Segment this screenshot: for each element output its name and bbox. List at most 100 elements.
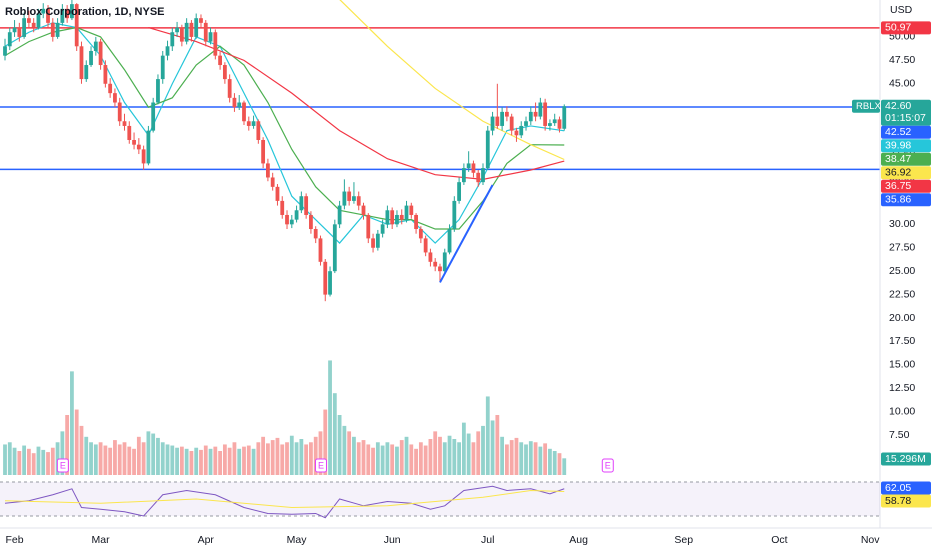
event-marker xyxy=(601,458,614,473)
candle-body xyxy=(266,163,270,178)
volume-bar xyxy=(103,445,108,475)
volume-bar xyxy=(184,448,189,475)
volume-bar xyxy=(476,431,481,475)
volume-bar xyxy=(500,436,505,475)
candle-body xyxy=(285,214,289,225)
rsi-ma-tag: 58.78 xyxy=(885,495,911,507)
volume-bar xyxy=(251,448,256,475)
currency: USD xyxy=(890,4,913,16)
volume-bar xyxy=(79,425,84,475)
volume-bar xyxy=(280,444,285,475)
volume-bar xyxy=(285,442,289,475)
candle-body xyxy=(136,144,141,150)
x-tick-label: Nov xyxy=(861,534,880,546)
candle-body xyxy=(352,196,356,201)
volume-bar xyxy=(36,446,41,475)
candle-body xyxy=(404,205,409,220)
volume-bar xyxy=(385,442,390,475)
candle-body xyxy=(390,210,395,225)
volume-bar xyxy=(371,447,375,475)
candle-body xyxy=(366,214,371,239)
candle-body xyxy=(70,4,74,19)
volume-bar xyxy=(270,440,275,475)
price-tag-box xyxy=(881,166,931,180)
candle-body xyxy=(89,50,93,66)
moving-average xyxy=(4,26,565,230)
candle-body xyxy=(55,22,60,37)
volume-bar xyxy=(505,444,509,475)
candle-body xyxy=(342,191,347,206)
volume-bar xyxy=(466,433,471,475)
candle-body xyxy=(409,205,414,215)
candle-body xyxy=(495,116,500,126)
volume-bar xyxy=(418,442,423,475)
last-price: 42.60 xyxy=(885,100,911,112)
candle-body xyxy=(74,4,79,47)
chart-title: Roblox Corporation, 1D, NYSE xyxy=(5,6,165,18)
candle-body xyxy=(65,8,70,19)
volume-bar xyxy=(89,442,93,475)
x-tick-label: Apr xyxy=(198,534,215,546)
price-tag: 50.97 xyxy=(885,22,911,34)
candle-body xyxy=(41,8,46,14)
volume-bar xyxy=(294,442,299,475)
candle-body xyxy=(433,261,438,267)
candle-body xyxy=(98,41,103,66)
candle-body xyxy=(438,266,442,272)
trend-line xyxy=(439,184,494,283)
candle-body xyxy=(199,18,203,23)
volume-bar xyxy=(165,444,170,475)
y-tick-label: 45.00 xyxy=(889,78,915,90)
candle-body xyxy=(242,102,246,122)
candle-body xyxy=(189,22,194,37)
candle-body xyxy=(395,214,399,225)
volume-bar xyxy=(452,439,457,475)
volume-bar xyxy=(332,393,337,475)
volume-bar xyxy=(242,446,246,475)
candle-body xyxy=(160,55,165,80)
candle-body xyxy=(323,261,328,295)
volume-bar xyxy=(12,447,17,475)
volume-bar xyxy=(208,448,213,475)
candle-body xyxy=(299,196,304,211)
price-tag: 39.98 xyxy=(885,140,911,152)
candle-body xyxy=(179,27,184,42)
volume-bar xyxy=(509,440,514,475)
candle-body xyxy=(203,22,208,42)
candle-body xyxy=(332,224,337,272)
volume-bar xyxy=(375,442,380,475)
volume-bar xyxy=(533,442,538,475)
candle-body xyxy=(237,102,242,108)
volume-bar xyxy=(41,449,46,475)
volume-bar xyxy=(170,445,175,475)
volume-bar xyxy=(261,436,266,475)
rsi-ma-tag-box xyxy=(881,494,931,508)
volume-bar xyxy=(304,444,309,475)
candle-body xyxy=(471,163,476,173)
moving-average xyxy=(339,0,565,161)
event-marker xyxy=(314,458,327,473)
symbol-box xyxy=(852,99,880,113)
x-tick-label: Mar xyxy=(92,534,111,546)
candle-body xyxy=(108,83,113,94)
volume-bar xyxy=(122,442,127,475)
candle-body xyxy=(22,18,27,37)
volume-bar xyxy=(299,439,304,475)
volume-bar xyxy=(65,415,70,475)
volume-bar xyxy=(55,442,60,475)
candle-body xyxy=(442,252,447,272)
volume-bar xyxy=(409,444,414,475)
volume-bar xyxy=(309,442,313,475)
moving-average xyxy=(148,26,565,180)
candle-body xyxy=(557,119,562,129)
candle-body xyxy=(156,79,160,103)
volume-bar xyxy=(84,436,89,475)
candle-body xyxy=(461,168,466,183)
candle-body xyxy=(361,205,366,215)
candle-body xyxy=(280,200,285,215)
candle-body xyxy=(466,163,471,169)
volume-bar xyxy=(222,444,227,475)
volume-bar xyxy=(313,436,318,475)
y-tick-label: 10.00 xyxy=(889,406,915,418)
volume-bar xyxy=(366,444,371,475)
